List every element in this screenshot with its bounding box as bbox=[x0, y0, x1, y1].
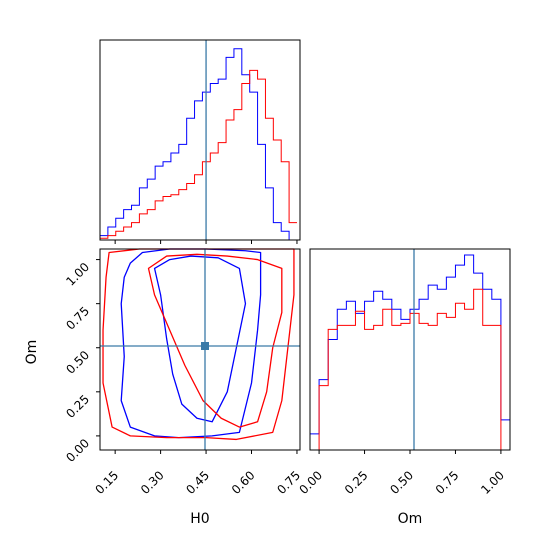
om-x-tick-label: 0.75 bbox=[433, 468, 462, 497]
om-x-tick-label: 0.50 bbox=[387, 468, 416, 497]
h0-axis-label: H0 bbox=[190, 511, 209, 527]
om-marginal-panel: 0.00 0.25 0.50 0.75 1.00 bbox=[296, 248, 511, 497]
joint-x-tick-label: 0.30 bbox=[138, 468, 167, 497]
joint-panel-frame bbox=[99, 248, 301, 451]
om-marginal-frame bbox=[309, 248, 511, 451]
joint-truth-marker bbox=[201, 342, 209, 350]
om-x-tick-label: 0.25 bbox=[342, 468, 371, 497]
joint-y-tick-label: 1.00 bbox=[63, 260, 92, 289]
om-axis-label: Om bbox=[398, 511, 423, 527]
joint-y-tick-label: 0.25 bbox=[63, 392, 92, 421]
h0-marginal-ticks bbox=[114, 240, 298, 244]
joint-x-tick-label: 0.60 bbox=[229, 468, 258, 497]
joint-panel: 0.15 0.30 0.45 0.60 0.75 0.00 0.25 0.50 0.75 1.0… bbox=[63, 248, 303, 497]
joint-x-tick-label: 0.75 bbox=[274, 468, 303, 497]
joint-y-tick-label: 0.00 bbox=[63, 436, 92, 465]
joint-x-tick-label: 0.15 bbox=[92, 468, 121, 497]
joint-x-tick-label: 0.45 bbox=[183, 468, 212, 497]
om-hist-blue bbox=[309, 254, 510, 450]
h0-marginal-panel bbox=[99, 39, 301, 244]
h0-marginal-frame bbox=[99, 39, 301, 241]
contour-blue-outer bbox=[120, 248, 262, 439]
om-marginal-ticks bbox=[318, 450, 502, 454]
om-y-axis-label: Om bbox=[24, 340, 40, 365]
om-x-tick-label: 1.00 bbox=[478, 468, 507, 497]
joint-y-tick-label: 0.50 bbox=[63, 348, 92, 377]
joint-ticks bbox=[96, 259, 298, 454]
om-hist-red bbox=[310, 288, 510, 451]
om-x-tick-label: 0.00 bbox=[296, 468, 325, 497]
joint-y-tick-label: 0.75 bbox=[63, 304, 92, 333]
h0-hist-blue bbox=[99, 48, 297, 241]
h0-hist-red bbox=[99, 69, 297, 240]
contour-blue-inner bbox=[153, 255, 247, 423]
contour-red-outer bbox=[102, 248, 295, 441]
contour-red-inner bbox=[147, 253, 283, 428]
